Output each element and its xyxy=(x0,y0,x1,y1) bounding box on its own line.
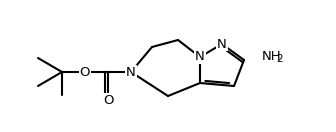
Text: N: N xyxy=(217,37,227,51)
Text: 2: 2 xyxy=(276,54,283,64)
Text: O: O xyxy=(103,93,113,107)
Text: N: N xyxy=(195,51,205,63)
Text: O: O xyxy=(80,65,90,79)
Text: N: N xyxy=(126,65,136,79)
Text: NH: NH xyxy=(262,50,282,62)
